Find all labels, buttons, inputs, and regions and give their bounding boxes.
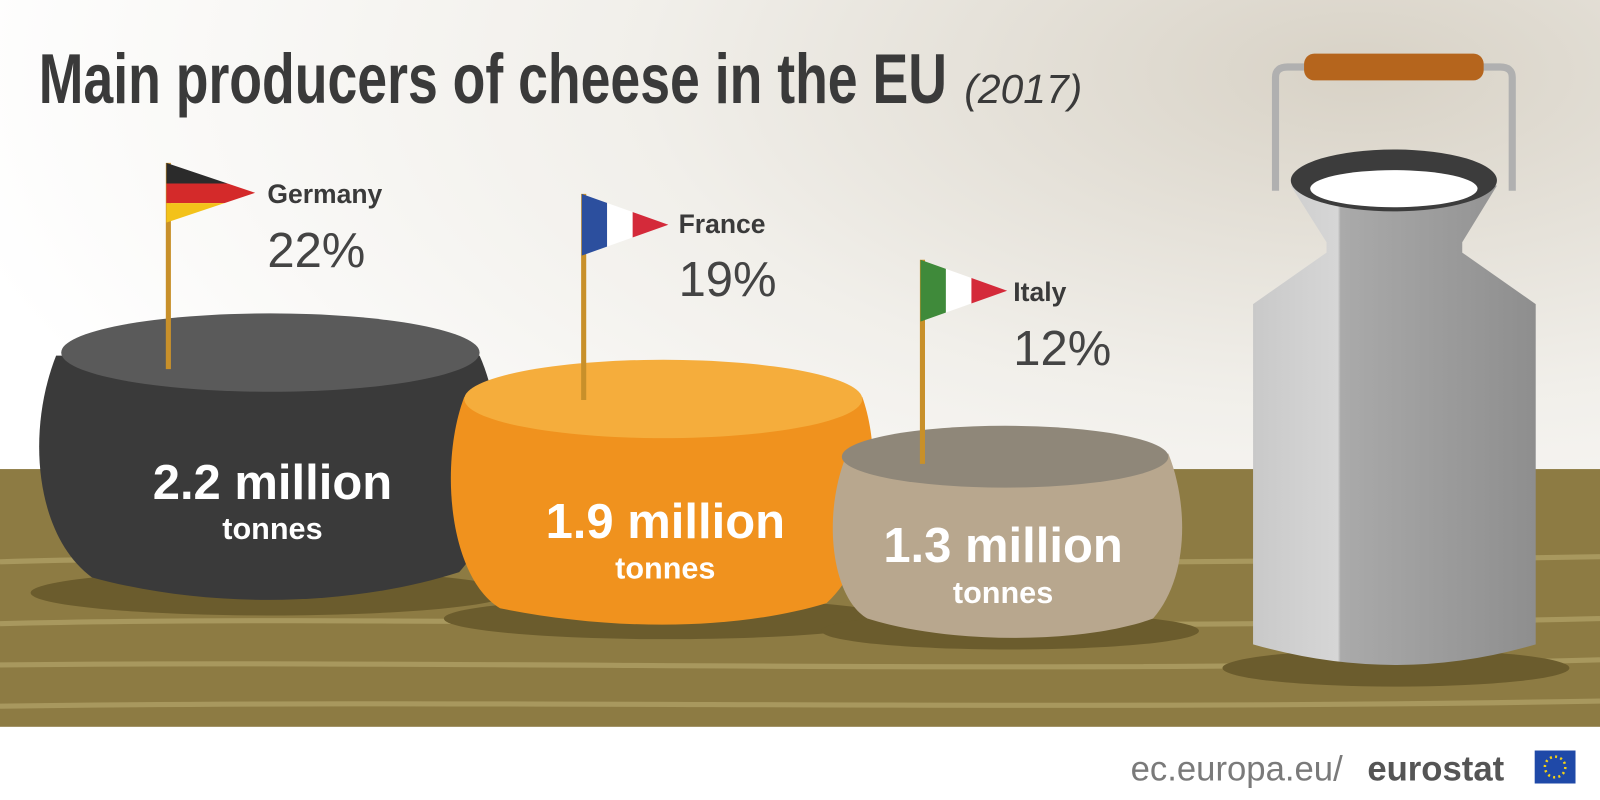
flag-stripe [920,259,946,322]
can-grip [1304,53,1484,81]
unit: tonnes [615,550,715,585]
shadow [1222,649,1570,687]
cheese-top [464,359,863,439]
amount: 1.9 million [546,494,785,549]
grain [0,698,1600,709]
country: Italy [1013,277,1066,307]
share: 22% [267,223,365,278]
eu-stars [1543,755,1567,779]
cheese-top [841,425,1169,488]
share: 19% [679,252,777,307]
country: Germany [267,179,382,209]
title-year: (2017) [964,66,1082,112]
can-milk [1310,170,1478,208]
cheese-germany [39,355,499,600]
cheese-france [450,396,874,625]
flag-stripe [581,193,608,256]
amount: 2.2 million [153,455,392,510]
country: France [679,209,766,239]
amount: 1.3 million [883,518,1122,573]
flag-stripe [166,183,256,204]
share: 12% [1013,321,1111,376]
title: Main producers of cheese in the EU [39,40,947,118]
footer-brand: eurostat [1367,749,1504,788]
cheese-top [61,313,480,392]
can-body [1253,185,1536,665]
unit: tonnes [953,575,1053,610]
unit: tonnes [222,511,322,546]
footer-site: ec.europa.eu/ [1131,749,1343,788]
cheese-italy [832,453,1183,638]
